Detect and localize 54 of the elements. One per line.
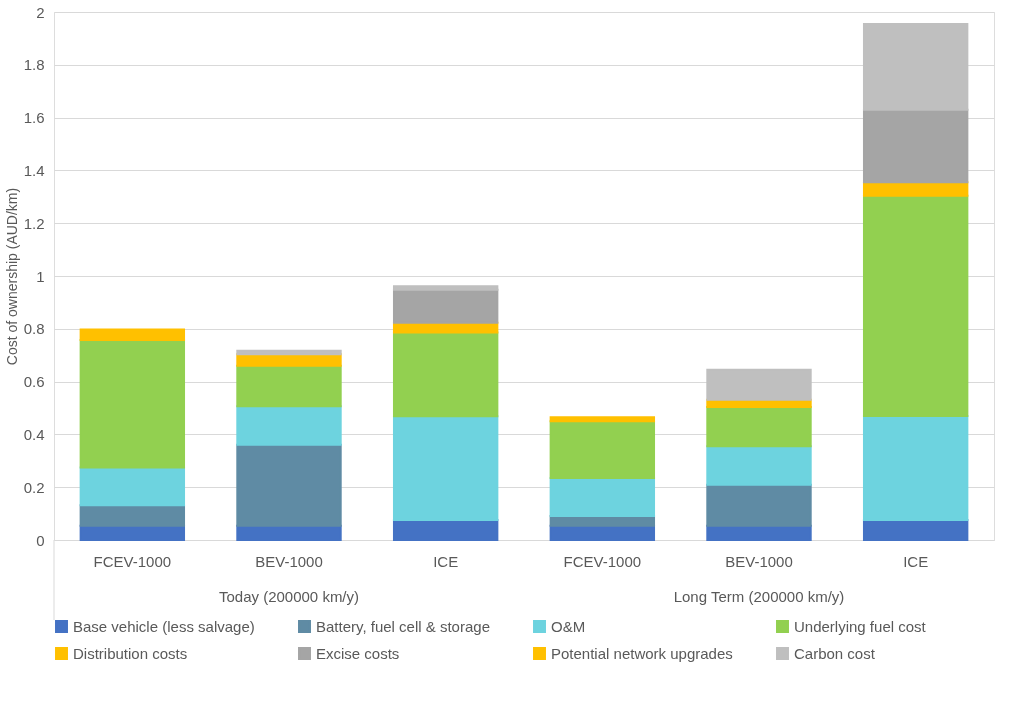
bar — [236, 405, 342, 446]
bar — [706, 405, 812, 448]
legend-label: Excise costs — [316, 644, 400, 662]
y-tick-label: 0 — [36, 531, 45, 549]
bar — [706, 445, 812, 486]
bar — [862, 108, 969, 184]
y-tick-label: 2 — [36, 3, 45, 21]
y-tick-label: 1.8 — [23, 56, 45, 74]
x-tick-label: ICE — [433, 552, 459, 570]
y-tick-label: 0.6 — [23, 373, 45, 391]
x-tick-label: BEV-1000 — [725, 552, 793, 570]
bar — [549, 420, 656, 479]
bar — [862, 194, 969, 417]
x-tick-label: FCEV-1000 — [563, 552, 642, 570]
legend-label: Battery, fuel cell & storage — [316, 617, 490, 635]
bar — [392, 285, 499, 291]
bar — [392, 518, 499, 541]
bar — [79, 504, 186, 527]
y-tick-label: 1 — [36, 267, 45, 285]
bar — [236, 364, 342, 408]
legend-label: Potential network upgrades — [551, 644, 733, 662]
legend-label: Distribution costs — [73, 644, 188, 662]
y-tick-label: 1.4 — [23, 161, 45, 179]
x-tick-label: ICE — [903, 552, 929, 570]
legend-label: Underlying fuel cost — [794, 617, 927, 635]
bar — [549, 476, 656, 517]
bar — [392, 415, 499, 521]
y-tick-label: 1.2 — [23, 214, 45, 232]
bar — [706, 483, 812, 527]
bar — [392, 331, 499, 418]
x-tick-label: BEV-1000 — [255, 552, 323, 570]
bar — [862, 414, 969, 521]
bar — [79, 466, 186, 507]
text: Today (200000 km/y) — [218, 588, 360, 605]
bar — [549, 416, 656, 423]
bar — [79, 338, 186, 469]
x-tick-label: FCEV-1000 — [93, 552, 172, 570]
bar — [236, 443, 342, 527]
bar — [392, 288, 499, 324]
legend-label: O&M — [551, 617, 586, 635]
legend-label: Carbon cost — [794, 644, 876, 662]
bar — [79, 328, 186, 341]
y-tick-label: 1.6 — [23, 109, 45, 127]
y-tick-label: 0.2 — [23, 478, 45, 496]
y-axis-title: Cost of ownership (AUD/km) — [3, 187, 20, 366]
y-tick-label: 0.4 — [23, 425, 45, 443]
bar — [862, 518, 969, 541]
bar — [236, 349, 342, 356]
bar — [862, 181, 969, 197]
text: Long Term (200000 km/y) — [673, 588, 845, 605]
bar — [706, 368, 812, 401]
legend-label: Base vehicle (less salvage) — [73, 617, 255, 635]
y-tick-label: 0.8 — [23, 320, 45, 338]
bar — [862, 22, 969, 111]
